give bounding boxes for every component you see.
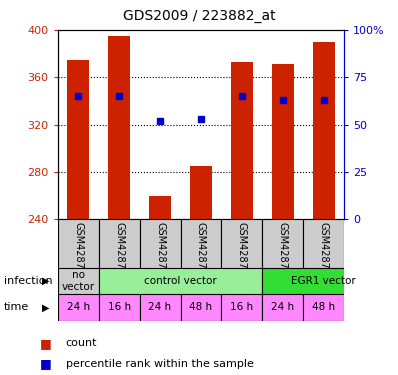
Text: 24 h: 24 h bbox=[148, 303, 172, 312]
Text: GSM42874: GSM42874 bbox=[155, 222, 165, 275]
Bar bbox=[312, 42, 335, 219]
Bar bbox=[108, 36, 131, 219]
Text: GDS2009 / 223882_at: GDS2009 / 223882_at bbox=[123, 9, 275, 23]
Bar bbox=[271, 64, 294, 219]
Text: GSM42877: GSM42877 bbox=[196, 222, 206, 275]
Bar bbox=[262, 268, 385, 294]
Bar bbox=[190, 166, 212, 219]
Bar bbox=[140, 294, 181, 321]
Bar bbox=[181, 219, 221, 268]
Text: GSM42873: GSM42873 bbox=[278, 222, 288, 275]
Bar bbox=[221, 219, 262, 268]
Text: GSM42875: GSM42875 bbox=[73, 222, 83, 275]
Bar bbox=[99, 268, 262, 294]
Bar bbox=[231, 62, 253, 219]
Text: 16 h: 16 h bbox=[230, 303, 254, 312]
Bar bbox=[303, 219, 344, 268]
Bar bbox=[58, 219, 99, 268]
Text: 48 h: 48 h bbox=[312, 303, 336, 312]
Bar bbox=[149, 196, 171, 219]
Bar bbox=[99, 219, 140, 268]
Bar bbox=[58, 268, 99, 294]
Bar bbox=[99, 294, 140, 321]
Bar bbox=[67, 60, 90, 219]
Text: GSM42872: GSM42872 bbox=[114, 222, 124, 275]
Text: 16 h: 16 h bbox=[107, 303, 131, 312]
Text: GSM42871: GSM42871 bbox=[237, 222, 247, 275]
Text: ■: ■ bbox=[40, 337, 52, 350]
Bar bbox=[58, 294, 99, 321]
Bar bbox=[303, 294, 344, 321]
Text: control vector: control vector bbox=[144, 276, 217, 286]
Text: percentile rank within the sample: percentile rank within the sample bbox=[66, 359, 254, 369]
Text: no
vector: no vector bbox=[62, 270, 95, 292]
Text: 24 h: 24 h bbox=[66, 303, 90, 312]
Bar bbox=[140, 219, 181, 268]
Text: EGR1 vector: EGR1 vector bbox=[291, 276, 356, 286]
Text: time: time bbox=[4, 303, 29, 312]
Text: ▶: ▶ bbox=[42, 303, 50, 312]
Text: ▶: ▶ bbox=[42, 276, 50, 286]
Text: GSM42876: GSM42876 bbox=[319, 222, 329, 275]
Bar bbox=[262, 219, 303, 268]
Bar bbox=[221, 294, 262, 321]
Text: ■: ■ bbox=[40, 357, 52, 370]
Text: 48 h: 48 h bbox=[189, 303, 213, 312]
Text: 24 h: 24 h bbox=[271, 303, 295, 312]
Text: infection: infection bbox=[4, 276, 53, 286]
Text: count: count bbox=[66, 338, 97, 348]
Bar bbox=[181, 294, 221, 321]
Bar bbox=[262, 294, 303, 321]
